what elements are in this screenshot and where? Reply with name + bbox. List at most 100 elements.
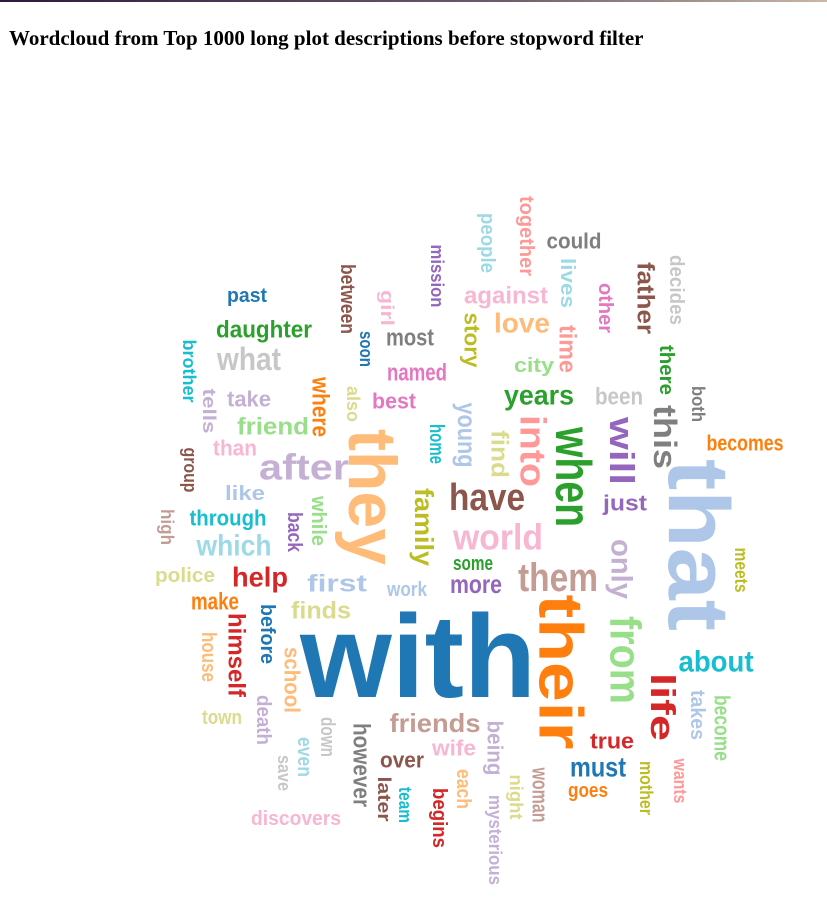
word-girl: girl — [377, 290, 397, 326]
word-police: police — [155, 565, 215, 587]
word-love: love — [494, 308, 550, 339]
word-against: against — [464, 283, 548, 310]
word-wife: wife — [431, 736, 476, 761]
word-discovers: discovers — [251, 808, 341, 830]
word-begins: begins — [428, 788, 450, 848]
word-each: each — [452, 769, 474, 809]
word-city: city — [514, 355, 555, 377]
word-mysterious: mysterious — [485, 795, 505, 885]
word-both: both — [688, 386, 708, 422]
word-more: more — [450, 569, 502, 599]
word-what: what — [216, 341, 281, 377]
word-life: life — [643, 673, 681, 741]
word-most: most — [386, 325, 434, 352]
word-down: down — [316, 717, 338, 757]
word-family: family — [409, 488, 439, 567]
word-about: about — [679, 646, 754, 679]
word-team: team — [395, 787, 415, 823]
word-there: there — [655, 345, 677, 395]
top-border — [0, 0, 827, 2]
word-becomes: becomes — [707, 431, 784, 456]
word-being: being — [483, 721, 508, 776]
word-with: with — [299, 591, 536, 723]
word-their: their — [526, 595, 595, 750]
word-have: have — [449, 477, 525, 519]
page-title: Wordcloud from Top 1000 long plot descri… — [9, 26, 644, 50]
word-group: group — [180, 448, 200, 493]
word-like: like — [225, 483, 265, 505]
word-later: later — [374, 777, 394, 822]
word-take: take — [227, 387, 271, 412]
word-named: named — [387, 360, 447, 387]
word-takes: takes — [686, 690, 708, 740]
word-become: become — [710, 695, 735, 761]
word-decides: decides — [665, 255, 687, 325]
word-tells: tells — [199, 389, 219, 434]
word-house: house — [197, 632, 219, 682]
word-just: just — [602, 491, 648, 516]
word-where: where — [307, 376, 334, 437]
word-that: that — [650, 459, 746, 631]
word-night: night — [506, 775, 526, 820]
word-help: help — [232, 562, 288, 593]
word-only: only — [605, 539, 638, 599]
word-this: this — [647, 405, 683, 469]
word-story: story — [460, 313, 485, 369]
word-father: father — [632, 262, 659, 334]
word-town: town — [202, 707, 242, 729]
word-back: back — [283, 512, 305, 553]
word-which: which — [196, 530, 272, 563]
word-past: past — [227, 285, 267, 307]
word-through: through — [190, 506, 267, 531]
word-however: however — [348, 723, 375, 807]
word-while: while — [307, 495, 329, 546]
word-soon: soon — [356, 331, 376, 367]
word-first: first — [307, 571, 367, 598]
word-high: high — [157, 509, 177, 545]
word-brother: brother — [179, 340, 199, 403]
word-some: some — [453, 553, 493, 575]
word-himself: himself — [223, 613, 250, 698]
word-after: after — [259, 447, 349, 488]
word-together: together — [515, 196, 537, 276]
word-before: before — [256, 604, 278, 664]
word-meets: meets — [731, 548, 751, 593]
word-best: best — [372, 389, 417, 414]
word-must: must — [570, 752, 626, 783]
word-than: than — [213, 436, 257, 461]
word-work: work — [386, 579, 428, 601]
word-friends: friends — [390, 708, 481, 738]
word-when: when — [545, 426, 601, 527]
word-find: find — [486, 430, 513, 478]
word-goes: goes — [568, 780, 608, 802]
word-will: will — [602, 416, 640, 485]
word-school: school — [280, 647, 305, 713]
word-people: people — [476, 213, 498, 273]
word-over: over — [380, 748, 424, 773]
word-even: even — [293, 737, 315, 777]
word-wants: wants — [670, 758, 690, 804]
word-also: also — [343, 386, 363, 422]
word-save: save — [274, 755, 294, 791]
word-them: them — [518, 556, 598, 600]
word-years: years — [504, 380, 574, 411]
word-been: been — [595, 384, 643, 411]
word-daughter: daughter — [216, 317, 312, 344]
word-mother: mother — [636, 761, 656, 815]
word-between: between — [336, 264, 358, 334]
word-lives: lives — [556, 258, 578, 308]
word-world: world — [452, 517, 543, 558]
word-other: other — [594, 283, 616, 333]
word-could: could — [547, 229, 602, 254]
word-true: true — [590, 729, 634, 754]
word-friend: friend — [237, 414, 309, 441]
word-home: home — [425, 424, 447, 464]
word-finds: finds — [291, 598, 351, 625]
word-they: they — [334, 429, 410, 565]
word-mission: mission — [427, 245, 447, 308]
word-young: young — [452, 403, 482, 468]
word-death: death — [252, 695, 274, 745]
word-woman: woman — [528, 767, 553, 823]
word-from: from — [601, 616, 650, 704]
